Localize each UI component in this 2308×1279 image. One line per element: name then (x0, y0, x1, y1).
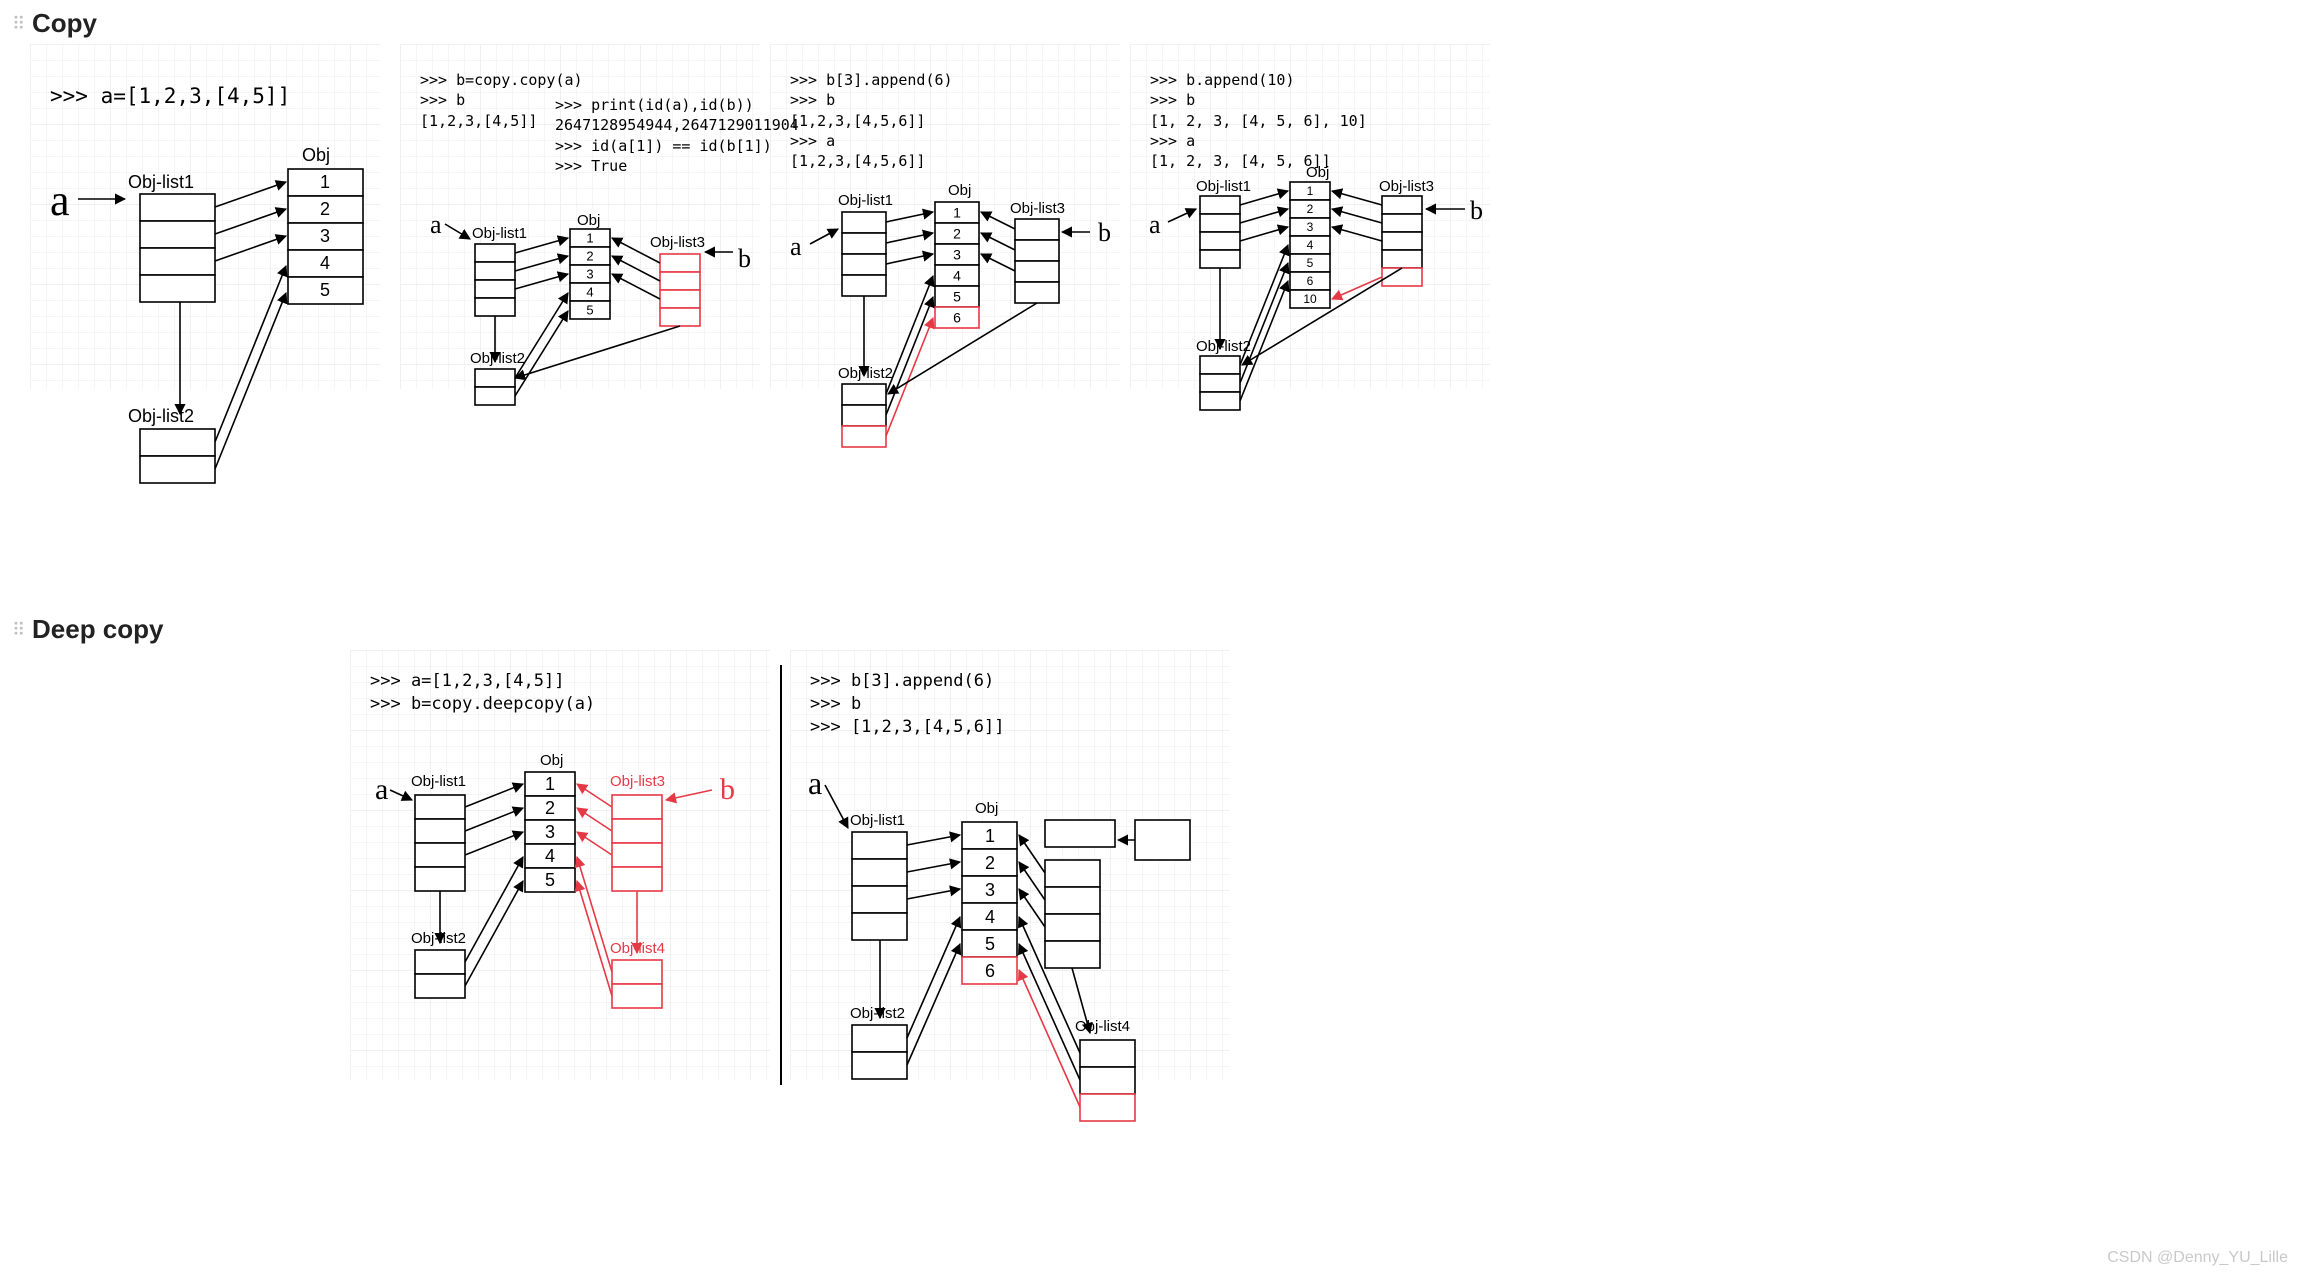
svg-text:1: 1 (545, 774, 555, 794)
svg-text:5: 5 (545, 870, 555, 890)
svg-text:3: 3 (586, 266, 593, 281)
svg-text:2: 2 (953, 226, 961, 242)
svg-text:4: 4 (586, 284, 593, 299)
svg-text:3: 3 (953, 247, 961, 263)
svg-text:4: 4 (545, 846, 555, 866)
drag-handle-deep: ⠿ (12, 620, 27, 641)
svg-text:5: 5 (953, 289, 961, 305)
p2-diagram: 1 2 3 4 5 (400, 44, 780, 404)
svg-text:1: 1 (985, 826, 995, 846)
svg-text:4: 4 (985, 907, 995, 927)
svg-text:1: 1 (953, 205, 961, 221)
svg-text:2: 2 (985, 853, 995, 873)
drag-handle-copy: ⠿ (12, 14, 27, 35)
svg-text:2: 2 (586, 248, 593, 263)
svg-text:1: 1 (586, 230, 593, 245)
svg-text:5: 5 (586, 302, 593, 317)
svg-text:6: 6 (1307, 274, 1314, 288)
svg-text:3: 3 (320, 226, 330, 246)
svg-text:3: 3 (545, 822, 555, 842)
p3-diagram: 1 2 3 4 5 6 (770, 44, 1150, 424)
p4-diagram: 1 2 3 4 5 6 10 (1130, 44, 1510, 404)
svg-text:4: 4 (320, 253, 330, 273)
svg-text:2: 2 (1307, 202, 1314, 216)
svg-text:4: 4 (1307, 238, 1314, 252)
svg-text:5: 5 (1307, 256, 1314, 270)
deep-divider (780, 665, 782, 1085)
svg-text:10: 10 (1303, 292, 1317, 306)
svg-text:1: 1 (320, 172, 330, 192)
p5-diagram: 1 2 3 4 5 (350, 650, 780, 1080)
svg-text:5: 5 (985, 934, 995, 954)
watermark: CSDN @Denny_YU_Lille (2107, 1249, 2288, 1267)
p6-diagram: 1 2 3 4 5 6 (790, 650, 1240, 1100)
p1-diagram: 1 2 3 4 5 (30, 44, 410, 444)
svg-text:1: 1 (1307, 184, 1314, 198)
svg-text:6: 6 (985, 961, 995, 981)
section-title-copy: Copy (32, 8, 97, 39)
svg-text:5: 5 (320, 280, 330, 300)
section-title-deep: Deep copy (32, 614, 164, 645)
svg-text:6: 6 (953, 310, 961, 326)
svg-text:2: 2 (320, 199, 330, 219)
svg-text:3: 3 (985, 880, 995, 900)
svg-text:2: 2 (545, 798, 555, 818)
svg-text:4: 4 (953, 268, 961, 284)
svg-text:3: 3 (1307, 220, 1314, 234)
